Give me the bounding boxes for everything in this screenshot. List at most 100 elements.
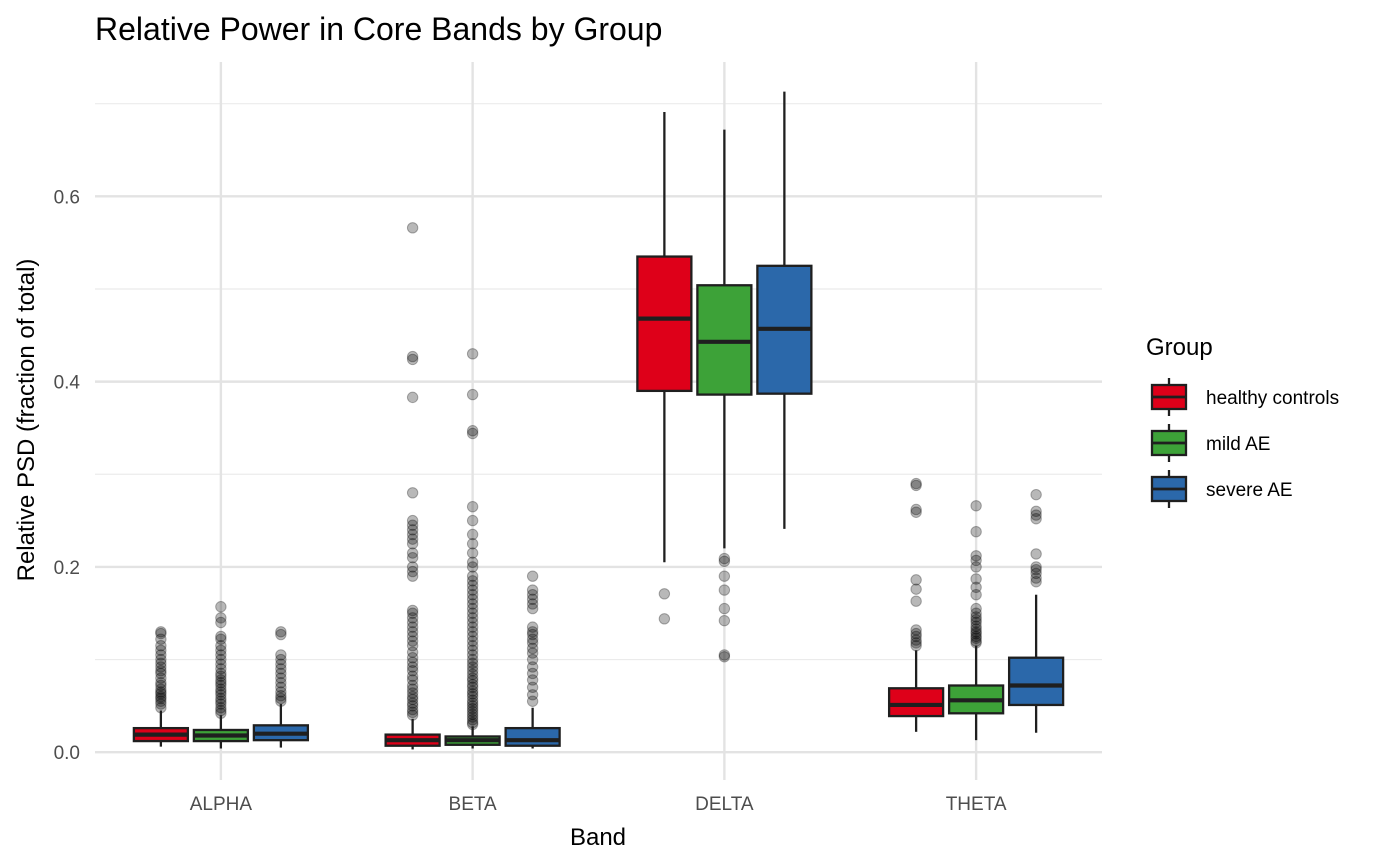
outlier-point <box>466 694 479 707</box>
outlier-point <box>215 616 227 629</box>
y-tick-label: 0.6 <box>54 187 80 208</box>
outlier-point <box>466 621 479 633</box>
outlier-point <box>406 350 419 363</box>
outlier-point <box>466 598 479 610</box>
outlier-point <box>910 595 922 607</box>
outlier-point <box>275 663 287 675</box>
outlier-point <box>406 693 419 706</box>
outlier-point <box>466 700 479 712</box>
outlier-point <box>910 634 922 646</box>
outlier-point <box>466 547 479 559</box>
outlier-point <box>526 653 539 666</box>
outlier-point <box>275 667 287 680</box>
outlier-point <box>466 556 479 568</box>
outlier-point <box>970 616 982 629</box>
box-delta-severe-ae <box>756 91 813 529</box>
outlier-point <box>406 656 419 669</box>
box-alpha-healthy-controls <box>132 626 190 747</box>
outlier-point <box>526 642 539 655</box>
outlier-point <box>406 612 419 624</box>
outlier-point <box>466 427 479 440</box>
outlier-point <box>1030 567 1042 580</box>
outlier-point <box>215 663 227 675</box>
outlier-point <box>526 584 539 596</box>
y-tick-label: 0.4 <box>54 373 81 394</box>
outlier-point <box>526 661 539 673</box>
box-delta-healthy-controls <box>636 112 693 625</box>
outlier-point <box>970 602 982 615</box>
outlier-point <box>970 561 982 573</box>
box-theta-healthy-controls <box>887 477 945 732</box>
outlier-point <box>526 598 539 610</box>
legend-label: healthy controls <box>1206 388 1339 409</box>
outlier-point <box>466 675 479 687</box>
outlier-point <box>406 674 419 686</box>
legend-title: Group <box>1146 334 1213 361</box>
y-axis-title: Relative PSD (fraction of total) <box>13 259 40 582</box>
outlier-point <box>466 616 479 629</box>
outlier-point <box>155 639 167 652</box>
outlier-point <box>466 514 479 527</box>
box-iqr <box>636 255 693 393</box>
outlier-point <box>215 689 227 701</box>
outlier-point <box>970 611 982 623</box>
outlier-point <box>910 503 922 516</box>
outlier-point <box>466 626 479 638</box>
outlier-point <box>406 551 419 564</box>
outlier-point <box>1030 576 1042 588</box>
outlier-point <box>466 425 479 437</box>
outlier-point <box>215 695 227 707</box>
outlier-point <box>275 626 287 638</box>
outlier-point <box>155 677 167 689</box>
outlier-point <box>658 588 671 600</box>
outlier-point <box>406 664 419 677</box>
outlier-point <box>275 653 287 666</box>
outlier-point <box>526 681 539 694</box>
legend-item-healthy-controls: healthy controls <box>1150 378 1339 416</box>
outlier-point <box>275 677 287 689</box>
outlier-point <box>406 639 419 652</box>
outlier-point <box>526 667 539 680</box>
outlier-point <box>155 690 167 703</box>
outlier-point <box>406 533 419 545</box>
outlier-point <box>466 500 479 513</box>
outlier-point <box>466 570 479 582</box>
outlier-point <box>466 612 479 624</box>
box-iqr <box>1007 656 1065 707</box>
outlier-point <box>970 632 982 644</box>
outlier-point <box>466 705 479 718</box>
major-gridlines <box>95 62 1102 780</box>
outlier-point <box>406 697 419 709</box>
outlier-point <box>466 579 479 592</box>
outlier-point <box>215 667 227 680</box>
outlier-point <box>406 706 419 719</box>
outlier-point <box>406 646 419 658</box>
outlier-point <box>215 670 227 682</box>
outlier-point <box>275 686 287 698</box>
outlier-point <box>526 695 539 707</box>
outlier-point <box>970 626 982 638</box>
outlier-point <box>970 500 982 512</box>
box-theta-mild-ae <box>947 500 1005 741</box>
outlier-point <box>215 633 227 645</box>
outlier-point <box>466 348 479 360</box>
outlier-point <box>466 681 479 694</box>
outlier-point <box>526 674 539 686</box>
outlier-point <box>718 584 731 596</box>
outlier-point <box>466 561 479 573</box>
outlier-point <box>718 552 731 565</box>
outlier-point <box>215 692 227 705</box>
outlier-point <box>275 658 287 670</box>
outlier-point <box>466 584 479 596</box>
box-delta-mild-ae <box>696 129 753 663</box>
outlier-point <box>466 688 479 700</box>
box-theta-severe-ae <box>1007 488 1065 733</box>
outlier-point <box>466 644 479 656</box>
box-beta-mild-ae <box>444 348 501 749</box>
outlier-point <box>466 708 479 720</box>
outlier-point <box>970 614 982 626</box>
outlier-point <box>215 698 227 710</box>
outlier-point <box>1030 505 1042 518</box>
outlier-point <box>406 621 419 633</box>
outlier-point <box>970 554 982 567</box>
